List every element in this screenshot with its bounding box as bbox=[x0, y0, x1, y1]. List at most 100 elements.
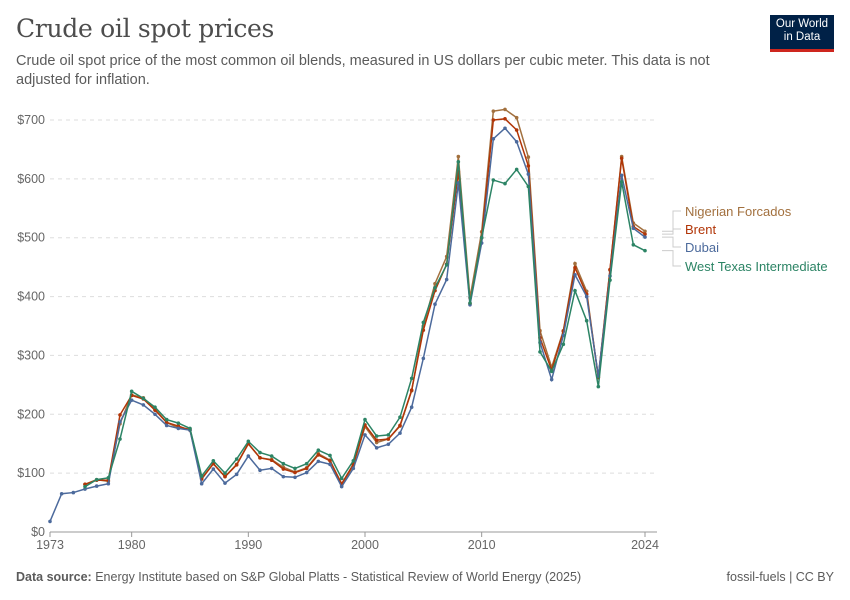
data-point bbox=[281, 474, 286, 479]
data-point bbox=[164, 423, 169, 428]
data-point bbox=[211, 458, 216, 463]
data-point bbox=[479, 235, 484, 240]
data-point bbox=[433, 285, 437, 290]
data-point bbox=[293, 470, 297, 475]
data-point bbox=[573, 261, 577, 266]
data-point bbox=[573, 288, 577, 293]
data-point bbox=[316, 453, 321, 457]
data-point bbox=[246, 454, 251, 458]
y-tick-label: $300 bbox=[17, 348, 45, 362]
data-point bbox=[643, 248, 647, 253]
data-point bbox=[94, 477, 99, 482]
data-point bbox=[491, 137, 496, 141]
legend-connector bbox=[662, 236, 681, 248]
data-point bbox=[561, 333, 566, 338]
data-point bbox=[433, 302, 437, 307]
data-point bbox=[351, 458, 356, 463]
y-tick-label: $500 bbox=[17, 231, 45, 245]
data-point bbox=[129, 398, 134, 402]
data-point bbox=[456, 159, 461, 164]
data-point bbox=[608, 278, 612, 282]
data-point bbox=[549, 377, 554, 382]
data-point bbox=[398, 423, 402, 428]
data-point bbox=[328, 453, 332, 458]
data-point bbox=[386, 442, 391, 447]
data-point bbox=[83, 484, 87, 489]
data-point bbox=[409, 405, 414, 410]
data-point bbox=[386, 433, 391, 437]
data-point bbox=[223, 471, 227, 475]
legend-connector bbox=[662, 210, 681, 232]
series-line bbox=[84, 118, 646, 486]
data-point bbox=[444, 277, 449, 282]
data-point bbox=[491, 178, 496, 182]
data-point bbox=[304, 470, 309, 475]
data-point bbox=[199, 474, 204, 478]
data-point bbox=[176, 426, 181, 431]
data-point bbox=[304, 461, 309, 466]
data-point bbox=[503, 126, 507, 131]
data-point bbox=[538, 350, 542, 354]
data-point bbox=[316, 459, 321, 464]
data-point bbox=[246, 439, 251, 444]
data-point bbox=[351, 466, 356, 471]
data-point bbox=[491, 109, 496, 113]
data-point bbox=[269, 458, 274, 462]
data-point bbox=[549, 369, 554, 374]
x-tick-label: 2000 bbox=[351, 538, 379, 552]
source-text[interactable]: Energy Institute based on S&P Global Pla… bbox=[95, 570, 582, 584]
data-point bbox=[223, 481, 227, 485]
data-point bbox=[526, 164, 531, 168]
data-point bbox=[106, 481, 111, 486]
data-point bbox=[643, 229, 647, 234]
data-point bbox=[328, 462, 332, 467]
data-point bbox=[409, 376, 414, 381]
data-point bbox=[211, 467, 216, 471]
data-point bbox=[631, 242, 636, 247]
data-point bbox=[164, 420, 169, 425]
data-point bbox=[234, 457, 239, 461]
owid-logo[interactable]: Our World in Data bbox=[770, 15, 834, 52]
data-point bbox=[584, 318, 589, 323]
license[interactable]: fossil-fuels | CC BY bbox=[726, 570, 834, 584]
chart-title: Crude oil spot prices bbox=[16, 14, 275, 43]
x-tick-label: 2024 bbox=[631, 538, 659, 552]
y-tick-label: $700 bbox=[17, 113, 45, 127]
data-point bbox=[71, 490, 76, 495]
data-point bbox=[304, 466, 309, 471]
legend-label: Nigerian Forcados bbox=[685, 204, 792, 219]
data-point bbox=[398, 415, 402, 420]
data-point bbox=[258, 456, 262, 460]
data-point bbox=[514, 167, 519, 172]
data-point bbox=[141, 403, 146, 407]
data-point bbox=[398, 431, 402, 435]
data-point bbox=[631, 226, 636, 231]
y-tick-label: $200 bbox=[17, 407, 45, 421]
legend-label: Dubai bbox=[685, 240, 719, 255]
data-point bbox=[573, 272, 577, 277]
data-point bbox=[503, 117, 507, 121]
data-point bbox=[188, 426, 192, 431]
data-source: Data source: Energy Institute based on S… bbox=[16, 570, 581, 584]
data-point bbox=[584, 294, 589, 299]
data-point bbox=[374, 446, 379, 450]
data-point bbox=[129, 389, 134, 394]
data-point bbox=[176, 421, 181, 425]
data-point bbox=[199, 481, 204, 486]
data-point bbox=[421, 356, 426, 361]
data-point bbox=[94, 484, 99, 488]
data-point bbox=[328, 458, 332, 463]
data-point bbox=[48, 519, 52, 524]
data-point bbox=[363, 417, 367, 422]
data-point bbox=[374, 434, 379, 438]
x-tick-label: 1973 bbox=[36, 538, 64, 552]
data-point bbox=[59, 491, 64, 496]
data-point bbox=[526, 172, 531, 176]
data-point bbox=[596, 384, 601, 389]
data-point bbox=[106, 476, 111, 480]
data-point bbox=[316, 448, 321, 452]
y-tick-label: $0 bbox=[31, 525, 45, 539]
data-point bbox=[118, 413, 122, 417]
data-point bbox=[339, 476, 344, 481]
